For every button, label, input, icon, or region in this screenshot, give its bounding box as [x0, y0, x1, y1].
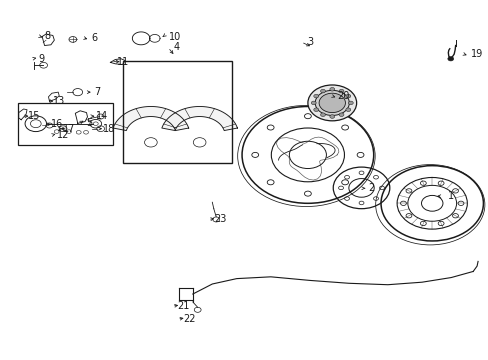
- Text: 21: 21: [177, 301, 190, 311]
- Circle shape: [345, 94, 350, 98]
- Text: 19: 19: [470, 49, 482, 59]
- Circle shape: [320, 113, 325, 117]
- Text: 3: 3: [306, 37, 312, 47]
- Text: 6: 6: [91, 33, 97, 43]
- Circle shape: [345, 108, 350, 112]
- Polygon shape: [113, 107, 188, 131]
- Circle shape: [315, 90, 348, 116]
- Text: 11: 11: [117, 57, 129, 67]
- Circle shape: [61, 128, 64, 130]
- Text: 9: 9: [38, 54, 44, 64]
- Circle shape: [319, 93, 345, 113]
- Bar: [18, 103, 113, 145]
- Text: 1: 1: [447, 191, 453, 201]
- Bar: [122, 60, 232, 163]
- Text: 15: 15: [27, 111, 40, 121]
- Circle shape: [338, 89, 343, 93]
- Text: 4: 4: [173, 42, 180, 52]
- Circle shape: [447, 57, 453, 61]
- Circle shape: [347, 101, 352, 105]
- Text: 18: 18: [103, 124, 115, 134]
- Text: 17: 17: [63, 124, 75, 134]
- Text: 12: 12: [57, 130, 69, 140]
- Text: 22: 22: [183, 314, 195, 324]
- Text: 5: 5: [86, 118, 92, 128]
- Text: 14: 14: [96, 111, 108, 121]
- Circle shape: [338, 113, 343, 117]
- Text: 7: 7: [94, 87, 101, 97]
- Text: 8: 8: [44, 31, 50, 41]
- Text: 2: 2: [367, 183, 373, 193]
- Circle shape: [311, 101, 316, 105]
- Text: 23: 23: [213, 215, 225, 224]
- Circle shape: [329, 87, 334, 91]
- Text: 20: 20: [336, 91, 349, 101]
- Text: 10: 10: [168, 32, 181, 41]
- Circle shape: [313, 94, 318, 98]
- Polygon shape: [162, 107, 237, 131]
- Circle shape: [313, 108, 318, 112]
- Circle shape: [307, 85, 356, 121]
- Circle shape: [329, 115, 334, 118]
- Text: 13: 13: [53, 96, 65, 106]
- Circle shape: [320, 89, 325, 93]
- Text: 16: 16: [51, 120, 63, 129]
